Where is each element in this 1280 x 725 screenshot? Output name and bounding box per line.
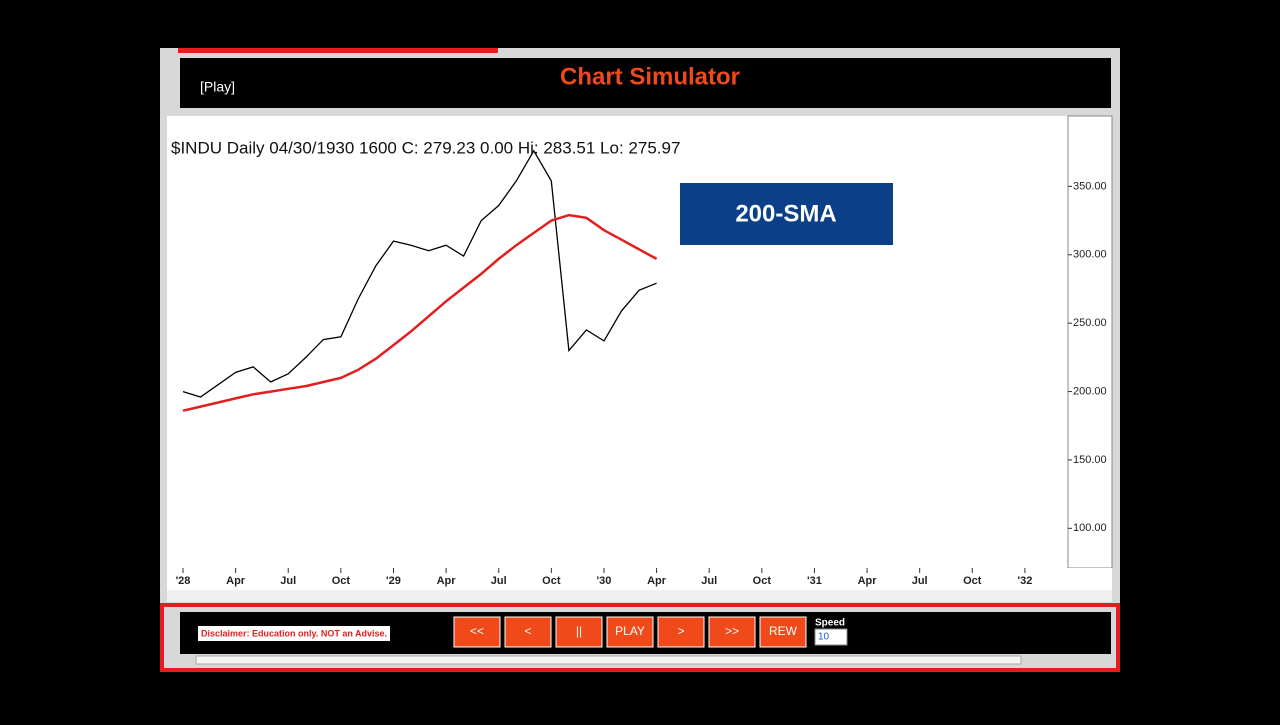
button-label: < <box>524 624 531 638</box>
x-tick-label: Oct <box>753 575 772 587</box>
y-tick-label: 350.00 <box>1073 180 1107 192</box>
y-tick-label: 250.00 <box>1073 317 1107 329</box>
chart-header: $INDU Daily 04/30/1930 1600 C: 279.23 0.… <box>171 138 680 157</box>
y-tick-label: 200.00 <box>1073 385 1107 397</box>
speed-select[interactable] <box>814 628 848 646</box>
x-tick-label: '32 <box>1017 575 1032 587</box>
x-tick-label: Oct <box>542 575 561 587</box>
control-button[interactable] <box>606 616 654 648</box>
app-title: Chart Simulator <box>560 63 740 90</box>
mode: [Play] <box>200 79 235 95</box>
disclaimer-box <box>198 626 390 641</box>
speed-value: 10 <box>818 632 830 643</box>
x-tick-label: Apr <box>226 575 246 587</box>
header <box>180 58 1111 108</box>
x-axis-panel <box>167 568 1112 590</box>
x-tick-label: Oct <box>332 575 351 587</box>
control-button[interactable] <box>657 616 705 648</box>
speed-label: Speed <box>815 618 845 629</box>
button-label: REW <box>769 624 798 638</box>
legend-box <box>680 183 893 245</box>
x-tick-label: Jul <box>491 575 507 587</box>
x-tick-label: Oct <box>963 575 982 587</box>
progress <box>178 48 498 53</box>
control-button[interactable] <box>453 616 501 648</box>
button-label: || <box>576 624 582 638</box>
control-button[interactable] <box>759 616 807 648</box>
x-tick-label: '28 <box>176 575 191 587</box>
x-tick-label: Apr <box>647 575 667 587</box>
scrollbar[interactable] <box>167 590 1112 602</box>
disclaimer: Disclaimer: Education only. NOT an Advis… <box>201 628 387 638</box>
control-button[interactable] <box>555 616 603 648</box>
x-tick-label: Apr <box>437 575 457 587</box>
x-tick-label: '30 <box>597 575 612 587</box>
x-tick-label: '29 <box>386 575 401 587</box>
control-button[interactable] <box>504 616 552 648</box>
x-tick-label: Jul <box>912 575 928 587</box>
button-label: > <box>677 624 684 638</box>
x-tick-label: Jul <box>701 575 717 587</box>
plot-area <box>167 116 1068 568</box>
y-tick-label: 100.00 <box>1073 522 1107 534</box>
x-tick-label: Jul <box>280 575 296 587</box>
series-line <box>182 213 658 412</box>
y-tick-label: 150.00 <box>1073 454 1107 466</box>
button-label: << <box>470 624 484 638</box>
button-label: >> <box>725 624 739 638</box>
x-tick-label: Apr <box>858 575 878 587</box>
x-tick-label: '31 <box>807 575 822 587</box>
y-tick-label: 300.00 <box>1073 249 1107 261</box>
h-scroll[interactable] <box>195 655 1022 665</box>
series-line <box>182 149 657 398</box>
button-label: PLAY <box>615 624 645 638</box>
legend-entry: 200-SMA <box>735 200 836 227</box>
control-button[interactable] <box>708 616 756 648</box>
